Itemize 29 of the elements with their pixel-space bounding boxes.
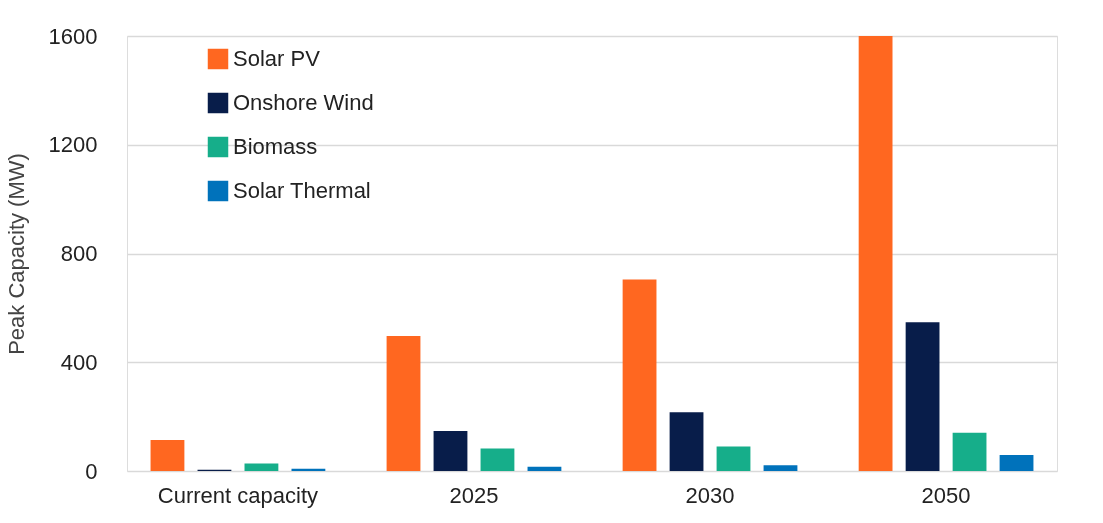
bar [763,465,798,471]
x-tick-label: 2050 [921,482,971,508]
bar [952,432,987,471]
bar [433,431,468,471]
bar [716,446,751,471]
bar [858,36,893,471]
bar [150,440,185,471]
legend-label: Solar Thermal [233,178,371,203]
bar [527,466,562,471]
bar [244,463,279,471]
bar [905,322,940,471]
y-axis-title: Peak Capacity (MW) [3,153,29,355]
bar [622,279,657,471]
bar [291,468,326,471]
y-tick-label: 800 [60,241,98,266]
legend-label: Onshore Wind [233,90,374,115]
legend-label: Solar PV [233,46,321,71]
legend-label: Biomass [233,134,318,159]
bar [480,448,515,471]
x-tick-label: 2025 [449,482,499,508]
y-tick-label: 400 [60,349,98,375]
bar [669,412,704,471]
y-tick-label: 1600 [48,23,98,49]
y-tick-label: 0 [85,458,98,484]
y-tick-label: 1200 [48,132,98,158]
x-tick-label: Current capacity [157,482,319,508]
bar [999,454,1034,471]
x-tick-label: 2030 [685,482,735,508]
bar [386,335,421,471]
